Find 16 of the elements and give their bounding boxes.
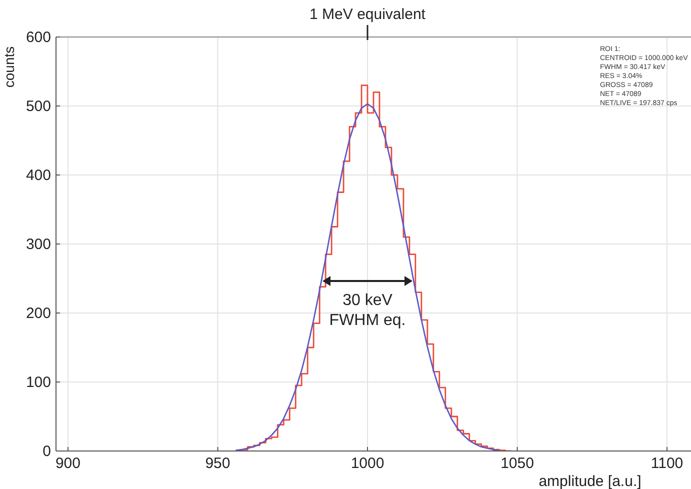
y-tick-label: 0 [42,443,51,460]
y-tick-label: 400 [26,167,51,184]
x-tick-label: 950 [205,455,230,472]
y-tick-label: 600 [26,29,51,46]
y-tick-label: 300 [26,236,51,253]
x-tick-label: 900 [55,455,80,472]
x-tick-label: 1100 [650,455,684,472]
x-axis-title: amplitude [a.u.] [538,473,642,489]
y-axis-title: counts [1,46,17,88]
y-tick-label: 200 [26,305,51,322]
y-tick-label: 100 [26,374,51,391]
y-tick-label: 500 [26,98,51,115]
annotation: 1 MeV equivalent [310,6,426,23]
x-tick-label: 1050 [500,455,534,472]
x-tick-label: 1000 [350,455,384,472]
annotation: 30 keV FWHM eq. [329,292,406,329]
